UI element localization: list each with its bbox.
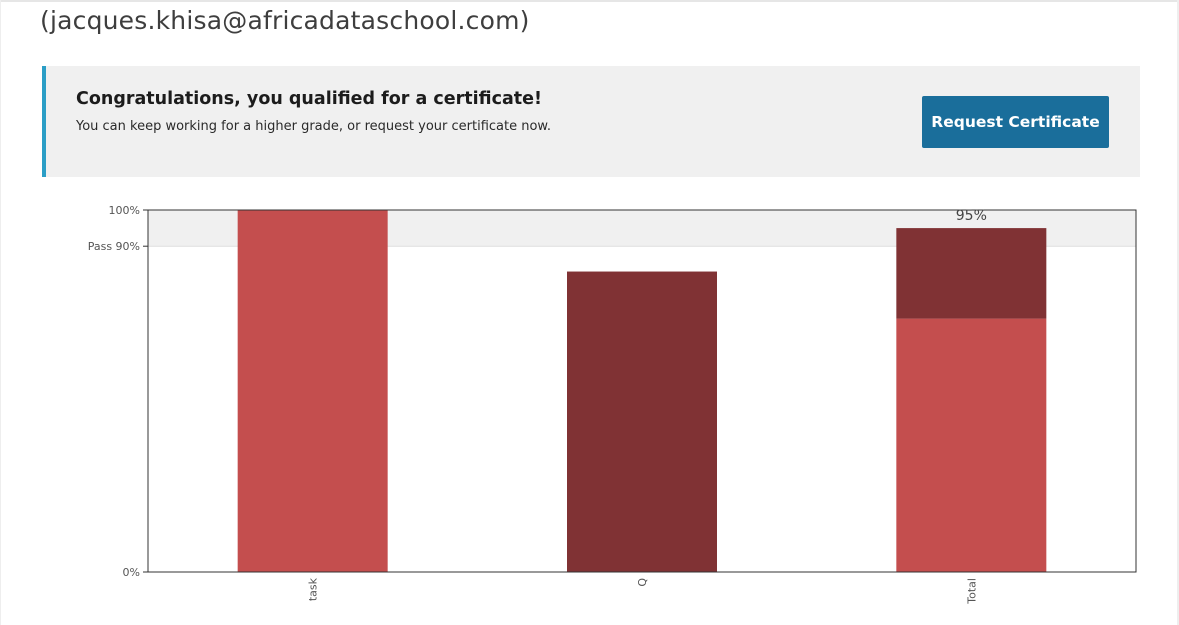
total-value-label: 95% <box>956 208 987 224</box>
progress-chart: 0% Pass 90% 100% task Q Total 95% <box>88 204 1137 605</box>
y-tick-label: 0% <box>123 566 140 579</box>
right-border <box>1177 0 1179 625</box>
annotations: 95% <box>956 208 987 224</box>
bar-q-segment-2 <box>567 271 717 572</box>
x-category-label: task <box>307 577 320 601</box>
top-border <box>0 0 1179 2</box>
x-category-label: Q <box>636 578 649 587</box>
left-border <box>0 0 1 625</box>
certificate-message: You can keep working for a higher grade,… <box>76 119 552 134</box>
plot-frame <box>147 209 1137 573</box>
certificate-heading: Congratulations, you qualified for a cer… <box>76 89 543 109</box>
request-certificate-button[interactable]: Request Certificate <box>922 96 1109 148</box>
x-category-label: Total <box>965 578 978 605</box>
y-tick-label: 100% <box>109 204 140 217</box>
certificate-banner: Congratulations, you qualified for a cer… <box>42 66 1140 177</box>
bar-task-segment-1 <box>237 210 388 572</box>
y-axis: 0% Pass 90% 100% <box>88 204 148 579</box>
bar-total-segment-2 <box>896 228 1047 319</box>
bar-total-segment-1 <box>896 318 1047 572</box>
bars <box>237 210 1047 572</box>
user-email: (jacques.khisa@africadataschool.com) <box>40 6 530 35</box>
y-tick-label: Pass 90% <box>88 240 140 253</box>
x-axis: task Q Total <box>307 577 979 604</box>
